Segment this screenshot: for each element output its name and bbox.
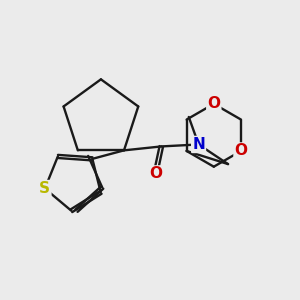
Text: O: O — [207, 96, 220, 111]
Text: O: O — [235, 143, 248, 158]
Text: S: S — [39, 181, 50, 196]
Text: N: N — [192, 137, 205, 152]
Text: O: O — [149, 167, 162, 182]
